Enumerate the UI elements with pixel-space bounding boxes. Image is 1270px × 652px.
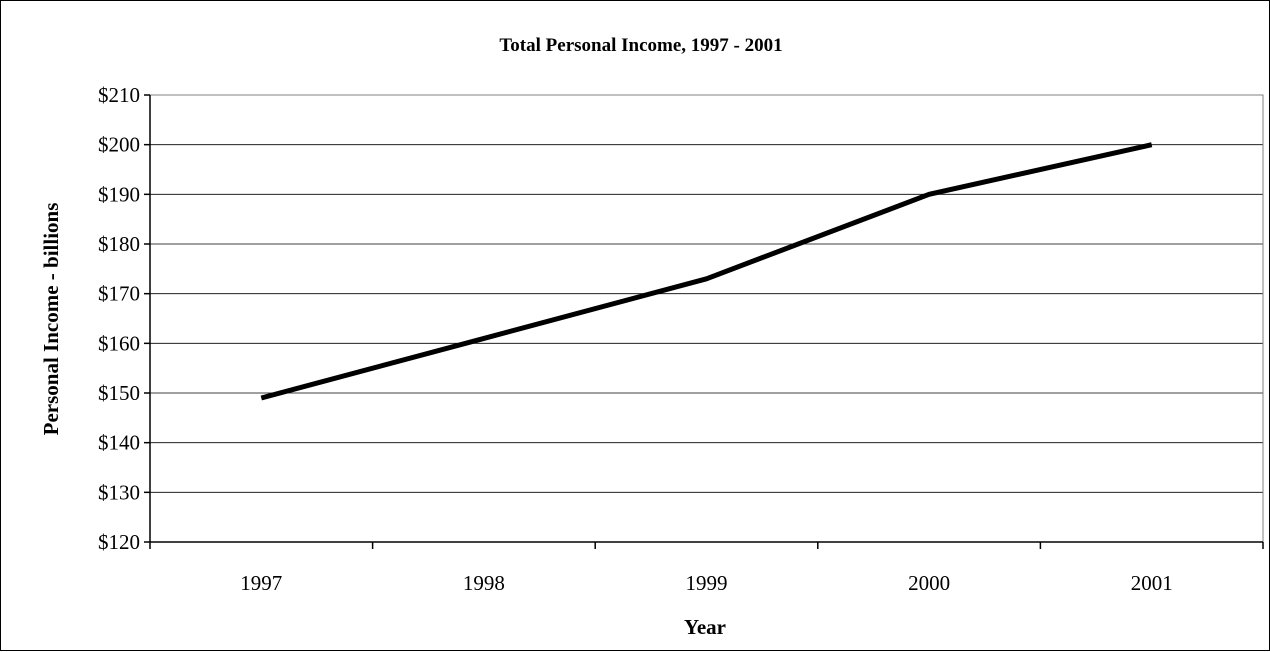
- x-tick-label: 1998: [463, 571, 505, 595]
- x-tick-label: 2000: [908, 571, 950, 595]
- y-tick-label: $180: [98, 232, 140, 256]
- chart-title: Total Personal Income, 1997 - 2001: [499, 35, 782, 56]
- plot-area: [150, 95, 1263, 542]
- y-tick-label: $160: [98, 331, 140, 355]
- x-axis-title: Year: [684, 615, 726, 639]
- y-axis-title: Personal Income - billions: [39, 203, 63, 436]
- y-tick-label: $130: [98, 480, 140, 504]
- series-line: [261, 145, 1151, 398]
- y-tick-label: $200: [98, 133, 140, 157]
- x-axis-ticks: 1997 1998 1999 2000 2001: [150, 542, 1263, 595]
- y-tick-label: $170: [98, 282, 140, 306]
- y-tick-label: $190: [98, 182, 140, 206]
- y-tick-label: $150: [98, 381, 140, 405]
- y-tick-label: $140: [98, 431, 140, 455]
- y-tick-label: $120: [98, 530, 140, 554]
- y-tick-label: $210: [98, 83, 140, 107]
- x-tick-label: 1997: [240, 571, 282, 595]
- x-tick-label: 2001: [1131, 571, 1173, 595]
- y-axis-ticks: $120 $130 $140 $150 $160 $170 $180 $190 $200 $210: [98, 83, 150, 554]
- x-tick-label: 1999: [686, 571, 728, 595]
- series-layer: [261, 145, 1152, 399]
